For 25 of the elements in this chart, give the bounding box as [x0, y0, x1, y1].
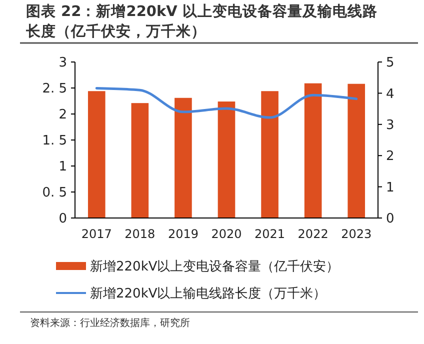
line-series	[95, 86, 358, 119]
chart-title: 图表 22：新增220kV 以上变电设备容量及输电线路长度（亿千伏安，万千米）	[25, 2, 378, 40]
x-tick-label: 2019	[168, 227, 198, 241]
legend-label: 新增220kV以上变电设备容量（亿千伏安）	[90, 258, 340, 275]
text: 资料来源：行业经济数据库，研究所	[30, 317, 190, 329]
y-tick-label: 2. 5	[42, 82, 67, 97]
y2-tick-label: 5	[386, 56, 394, 71]
y-tick-label: 3	[58, 56, 67, 71]
y2-tick-label: 1	[386, 180, 394, 196]
y-tick-label: 0	[58, 212, 67, 227]
x-tick-label: 2020	[211, 227, 242, 241]
x-tick-label: 2023	[341, 227, 372, 241]
y-tick-label: 0. 5	[42, 186, 67, 201]
x-tick-label: 2022	[298, 227, 328, 241]
y2-tick-label: 0	[386, 212, 394, 227]
y2-tick-label: 2	[386, 149, 394, 164]
y-tick-label: 2	[58, 108, 67, 123]
y-tick-label: 1	[58, 160, 67, 175]
x-tick-label: 2017	[81, 227, 112, 241]
x-tick-label: 2021	[254, 227, 286, 241]
x-tick-label: 2018	[124, 227, 156, 241]
y-tick-label: 1. 5	[42, 134, 67, 149]
y2-tick-label: 4	[386, 86, 394, 102]
legend-label: 新增220kV以上输电线路长度（万千米）	[90, 286, 326, 302]
y2-tick-label: 3	[386, 118, 394, 133]
